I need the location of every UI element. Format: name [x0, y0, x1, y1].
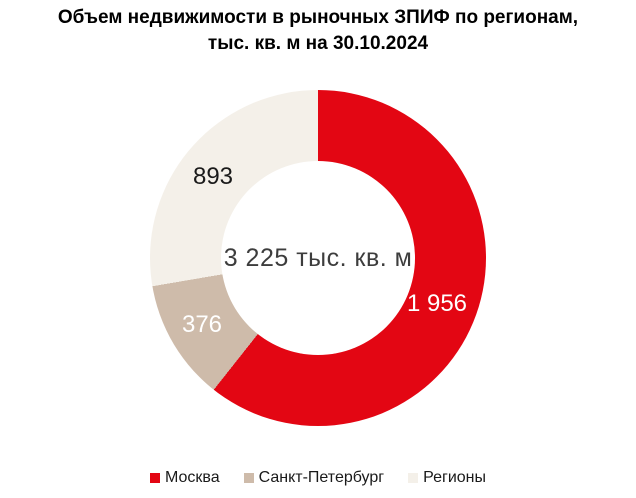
- chart-title-line-1: Объем недвижимости в рыночных ЗПИФ по ре…: [57, 7, 579, 28]
- legend-swatch-regions: [408, 473, 419, 483]
- legend: Москва Санкт-Петербург Регионы: [0, 469, 636, 487]
- donut-center-total: 3 225 тыс. кв. м: [223, 244, 413, 272]
- legend-item-regions: Регионы: [408, 469, 486, 487]
- legend-item-saint-petersburg: Санкт-Петербург: [243, 469, 385, 487]
- legend-swatch-saint-petersburg: [243, 473, 254, 483]
- slice-label-saint-petersburg: 376: [181, 311, 223, 338]
- legend-item-moscow: Москва: [150, 469, 220, 487]
- slice-label-moscow: 1 956: [406, 290, 468, 317]
- legend-label-regions: Регионы: [423, 469, 486, 486]
- donut-hole: [221, 161, 415, 355]
- legend-label-saint-petersburg: Санкт-Петербург: [258, 469, 385, 486]
- chart-title: Объем недвижимости в рыночных ЗПИФ по ре…: [0, 5, 636, 57]
- legend-swatch-moscow: [150, 473, 160, 483]
- legend-label-moscow: Москва: [165, 469, 220, 486]
- chart-title-line-2: тыс. кв. м на 30.10.2024: [207, 33, 429, 54]
- slice-label-regions: 893: [192, 163, 234, 190]
